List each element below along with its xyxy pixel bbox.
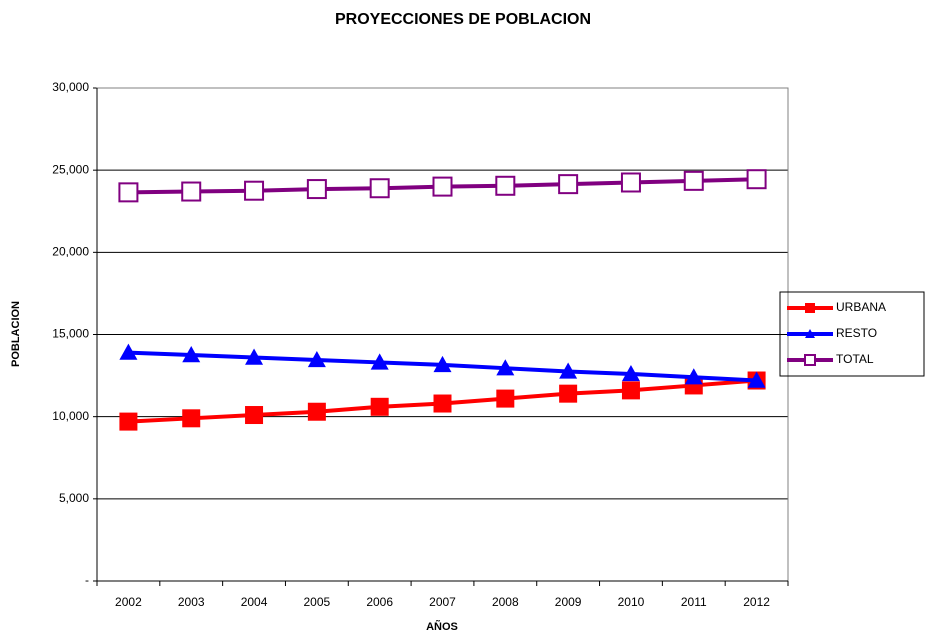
x-tick-label: 2003 (178, 595, 205, 609)
y-tick-label: 15,000 (52, 327, 89, 341)
data-point (746, 169, 767, 190)
data-point (621, 364, 640, 382)
data-point (307, 402, 326, 421)
data-point (245, 406, 264, 425)
legend-marker (805, 303, 815, 313)
legend-label: URBANA (836, 300, 886, 314)
data-point (559, 384, 578, 403)
x-tick-label: 2004 (241, 595, 268, 609)
data-point (433, 355, 452, 373)
y-axis-title: POBLACION (10, 301, 22, 367)
legend-marker (805, 329, 815, 338)
data-point (620, 172, 641, 193)
legend-marker (804, 354, 816, 366)
data-point (118, 182, 139, 203)
y-tick-label: 20,000 (52, 245, 89, 259)
data-point (182, 409, 201, 428)
data-point (432, 176, 453, 197)
legend-box (779, 291, 925, 377)
y-tick-label: 30,000 (52, 80, 89, 94)
data-point (433, 394, 452, 413)
x-tick-label: 2012 (743, 595, 770, 609)
x-axis-title: AÑOS (426, 620, 458, 633)
data-point (244, 180, 265, 201)
data-point (683, 170, 704, 191)
data-point (558, 174, 579, 195)
data-point (559, 362, 578, 379)
legend-label: TOTAL (836, 352, 874, 366)
y-tick-label: 10,000 (52, 409, 89, 423)
data-point (684, 368, 703, 385)
y-tick-label: - (85, 573, 89, 587)
chart-title: PROYECCIONES DE POBLACION (335, 11, 591, 28)
data-point (747, 371, 766, 388)
data-point (495, 175, 516, 196)
data-point (245, 348, 264, 365)
data-point (621, 381, 640, 400)
y-tick-label: 5,000 (59, 491, 89, 505)
data-point (307, 350, 326, 368)
data-point (181, 181, 202, 202)
x-tick-label: 2009 (555, 595, 582, 609)
legend-label: RESTO (836, 326, 877, 340)
data-point (119, 343, 138, 360)
data-point (119, 412, 138, 431)
data-point (370, 397, 389, 416)
data-point (496, 389, 515, 408)
data-point (369, 178, 390, 199)
data-point (370, 353, 389, 370)
y-tick-label: 25,000 (52, 162, 89, 176)
x-tick-label: 2008 (492, 595, 519, 609)
data-point (496, 359, 515, 376)
data-point (306, 179, 327, 200)
data-point (182, 346, 201, 363)
x-tick-label: 2010 (618, 595, 645, 609)
x-tick-label: 2006 (366, 595, 393, 609)
x-tick-label: 2011 (681, 595, 707, 609)
x-tick-label: 2007 (429, 595, 456, 609)
x-tick-label: 2002 (115, 595, 142, 609)
x-tick-label: 2005 (304, 595, 331, 609)
